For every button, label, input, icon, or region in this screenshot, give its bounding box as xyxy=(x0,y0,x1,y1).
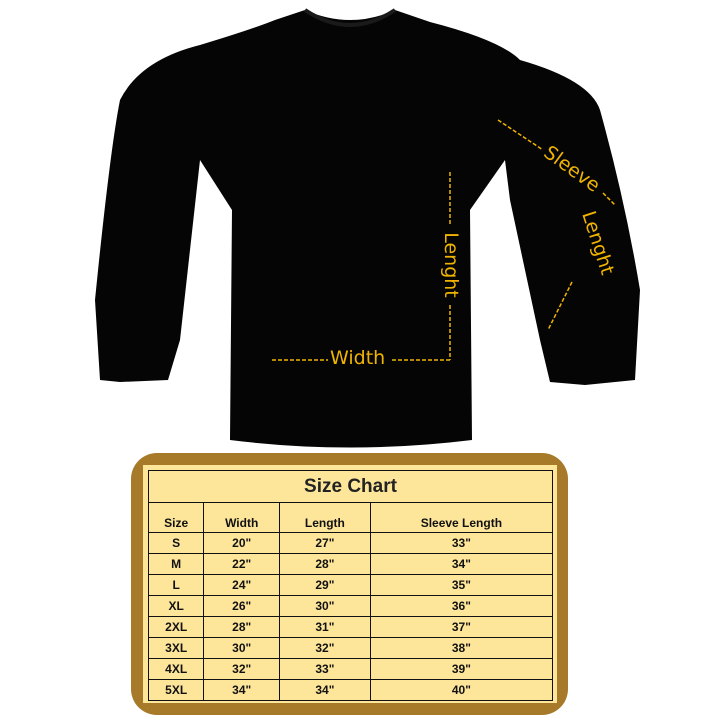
table-cell: 34" xyxy=(369,553,554,575)
table-row: S 20" 27" 33" xyxy=(147,532,554,554)
size-chart-title: Size Chart xyxy=(148,470,553,503)
table-cell: 29" xyxy=(279,574,371,596)
table-cell: 30" xyxy=(203,637,281,659)
table-cell: 22" xyxy=(203,553,281,575)
table-cell: 20" xyxy=(203,532,281,554)
table-cell: 33" xyxy=(279,658,371,680)
table-cell: 35" xyxy=(369,574,554,596)
table-row: 4XL 32" 33" 39" xyxy=(147,658,554,680)
table-row: M 22" 28" 34" xyxy=(147,553,554,575)
size-chart-table: Size Chart Size Width Length Sleeve Length … xyxy=(147,470,554,701)
collar xyxy=(303,8,397,27)
table-cell: M xyxy=(147,553,205,575)
table-cell: 3XL xyxy=(147,637,205,659)
table-cell: 39" xyxy=(369,658,554,680)
table-cell: 34" xyxy=(203,679,281,701)
length-label: Lenght xyxy=(439,232,462,298)
table-cell: 30" xyxy=(279,595,371,617)
table-row: 3XL 30" 32" 38" xyxy=(147,637,554,659)
table-cell: 34" xyxy=(279,679,371,701)
table-cell: 33" xyxy=(369,532,554,554)
column-header: Length xyxy=(279,502,371,533)
table-cell: 27" xyxy=(279,532,371,554)
table-cell: 40" xyxy=(369,679,554,701)
table-cell: 32" xyxy=(279,637,371,659)
table-cell: 26" xyxy=(203,595,281,617)
table-row: 2XL 28" 31" 37" xyxy=(147,616,554,638)
table-cell: 31" xyxy=(279,616,371,638)
column-header: Sleeve Length xyxy=(369,502,554,533)
table-cell: XL xyxy=(147,595,205,617)
table-cell: L xyxy=(147,574,205,596)
table-cell: 37" xyxy=(369,616,554,638)
table-cell: S xyxy=(147,532,205,554)
table-cell: 38" xyxy=(369,637,554,659)
sweater-image xyxy=(95,8,640,448)
sweater-body xyxy=(95,10,640,448)
table-cell: 28" xyxy=(279,553,371,575)
table-cell: 36" xyxy=(369,595,554,617)
table-cell: 2XL xyxy=(147,616,205,638)
table-cell: 4XL xyxy=(147,658,205,680)
table-cell: 24" xyxy=(203,574,281,596)
column-header: Size xyxy=(147,502,205,533)
table-cell: 5XL xyxy=(147,679,205,701)
column-header: Width xyxy=(203,502,281,533)
table-cell: 32" xyxy=(203,658,281,680)
table-cell: 28" xyxy=(203,616,281,638)
table-row: 5XL 34" 34" 40" xyxy=(147,679,554,701)
table-row: XL 26" 30" 36" xyxy=(147,595,554,617)
table-row: L 24" 29" 35" xyxy=(147,574,554,596)
width-label: Width xyxy=(330,347,386,369)
